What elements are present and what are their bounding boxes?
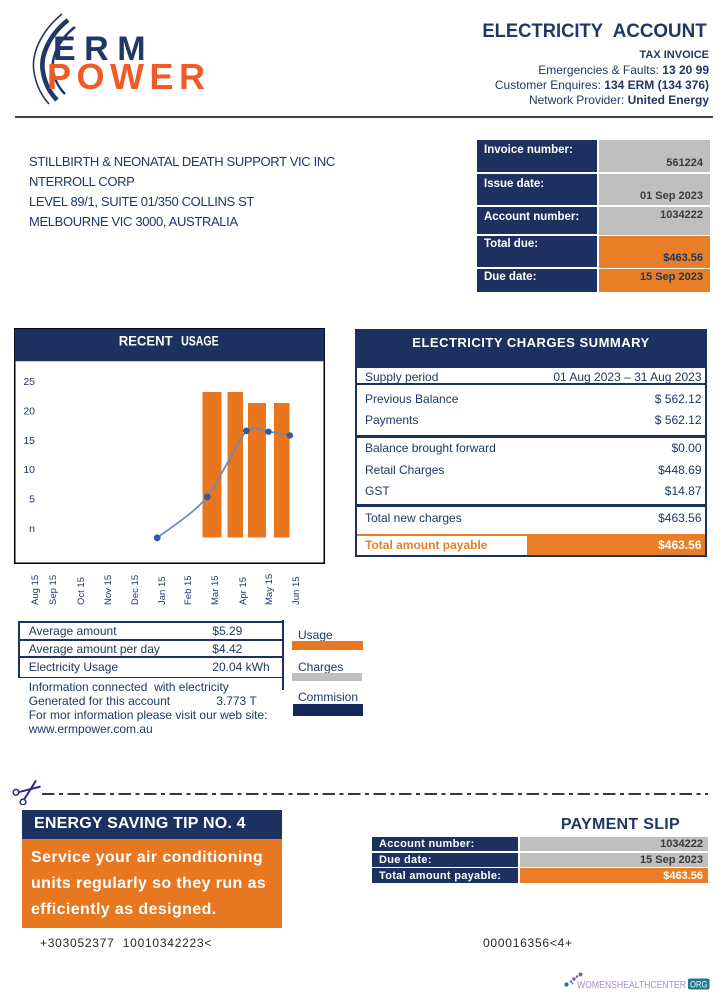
svg-text:ELECTRICITY: ELECTRICITY	[482, 22, 603, 42]
svg-text:May 15: May 15	[264, 574, 275, 605]
svg-text:Oct 15: Oct 15	[76, 577, 87, 605]
svg-text:15: 15	[23, 435, 35, 447]
svg-text:Aug 15: Aug 15	[30, 575, 41, 605]
svg-text:10: 10	[23, 464, 35, 476]
svg-text:Feb 15: Feb 15	[183, 575, 194, 605]
svg-text:Dec 15: Dec 15	[130, 575, 141, 605]
svg-text:Jun 15: Jun 15	[291, 576, 302, 605]
svg-text:ERM: ERM	[53, 30, 154, 68]
svg-text:Apr 15: Apr 15	[238, 577, 249, 605]
svg-text:20: 20	[23, 405, 35, 417]
svg-text:Jan 15: Jan 15	[157, 576, 168, 605]
svg-text:ORG: ORG	[690, 980, 708, 991]
svg-text:Sep 15: Sep 15	[48, 575, 59, 605]
svg-text:n: n	[29, 523, 35, 535]
svg-text:WOMENSHEALTHCENTER: WOMENSHEALTHCENTER	[577, 979, 686, 991]
svg-text:RECENT: RECENT	[119, 332, 173, 348]
svg-text:Mar 15: Mar 15	[210, 575, 221, 605]
svg-text:POWER: POWER	[47, 56, 211, 97]
svg-text:25: 25	[23, 376, 35, 388]
svg-text:USAGE: USAGE	[181, 332, 219, 348]
svg-text:ACCOUNT: ACCOUNT	[613, 22, 707, 42]
svg-text:5: 5	[29, 494, 35, 506]
svg-text:Nov 15: Nov 15	[103, 575, 114, 605]
